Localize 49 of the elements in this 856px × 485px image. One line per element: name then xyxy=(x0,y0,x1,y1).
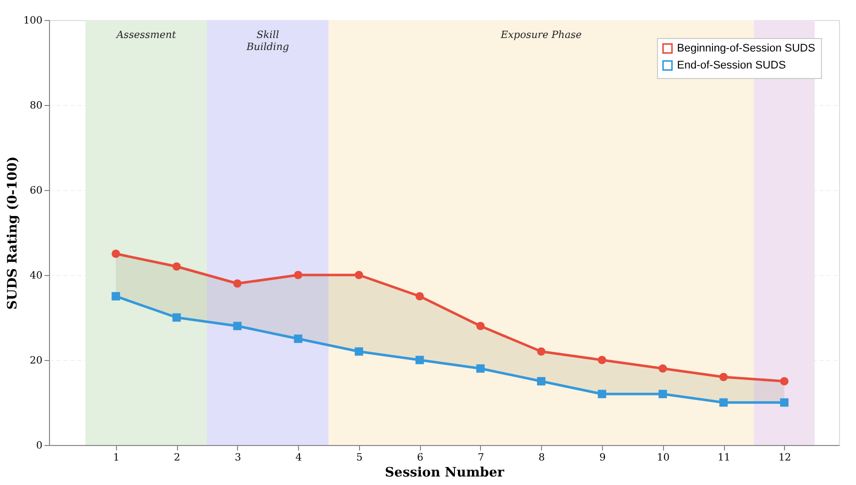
point xyxy=(537,347,546,356)
point xyxy=(354,270,364,280)
point xyxy=(416,292,424,300)
y-tick-label: 60 xyxy=(30,186,42,196)
point xyxy=(294,270,302,280)
y-tick-label: 0 xyxy=(36,440,42,452)
point xyxy=(476,322,485,330)
x-tick-label: 8 xyxy=(538,452,545,464)
point xyxy=(780,398,788,407)
point xyxy=(233,279,242,288)
x-tick-label: 5 xyxy=(356,452,363,464)
y-tick-label: 40 xyxy=(30,270,42,282)
y-axis-title: SUDS Rating (0-100) xyxy=(5,156,20,310)
x-tick-label: 6 xyxy=(417,452,424,464)
y-tick-label: 20 xyxy=(30,356,42,366)
band-label: Exposure Phase xyxy=(500,30,582,41)
point xyxy=(172,313,181,322)
point xyxy=(172,262,181,271)
band-label: Assessment xyxy=(115,30,177,41)
point xyxy=(112,250,120,258)
y-tick-label: 100 xyxy=(23,16,42,26)
x-tick-label: 10 xyxy=(656,452,670,464)
point xyxy=(294,334,302,343)
point xyxy=(719,398,728,407)
point xyxy=(476,364,485,373)
point xyxy=(354,347,364,356)
x-tick-label: 1 xyxy=(113,452,120,464)
x-tick-label: 9 xyxy=(599,452,606,464)
x-tick-label: 7 xyxy=(478,452,484,464)
x-tick-label: 3 xyxy=(234,452,242,464)
point xyxy=(658,390,667,398)
legend-label: Beginning-of-Session SUDS xyxy=(677,42,816,54)
point xyxy=(537,377,546,386)
point xyxy=(112,292,120,300)
point xyxy=(658,364,667,373)
band-label: Skill Building xyxy=(245,30,290,53)
point xyxy=(780,377,788,386)
x-tick-label: 4 xyxy=(295,452,302,464)
point xyxy=(598,390,606,398)
x-tick-label: 2 xyxy=(174,452,180,464)
legend-label: End-of-Session SUDS xyxy=(677,60,786,72)
x-axis-title: Session Number xyxy=(384,466,504,480)
y-tick-label: 80 xyxy=(30,100,42,112)
point xyxy=(598,356,606,364)
point xyxy=(416,356,424,364)
point xyxy=(719,372,728,382)
point xyxy=(233,322,242,330)
x-tick-label: 12 xyxy=(778,452,792,464)
x-tick-label: 11 xyxy=(718,452,730,464)
